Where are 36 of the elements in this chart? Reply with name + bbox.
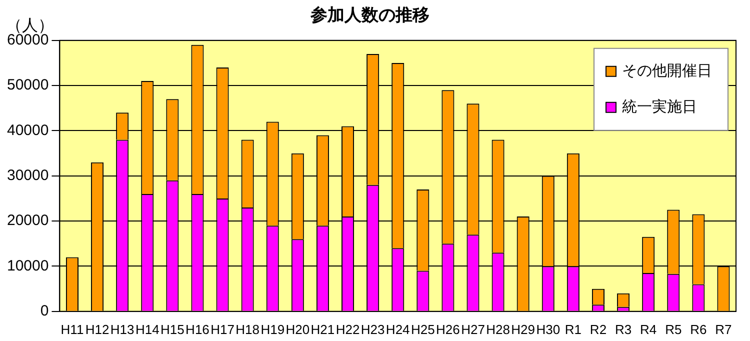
x-tick-label: H29: [511, 322, 536, 337]
x-tick-label: H13: [110, 322, 134, 337]
x-tick-label: H12: [85, 322, 110, 337]
x-tick-label: H19: [260, 322, 285, 337]
y-tick-label: 30000: [6, 167, 49, 184]
x-tick-label: R3: [614, 322, 632, 337]
x-tick-label: H27: [461, 322, 485, 337]
x-tick-label: H23: [360, 322, 385, 337]
chart-title: 参加人数の推移: [310, 6, 430, 26]
x-tick-label: H14: [135, 322, 160, 337]
y-tick-label: 20000: [6, 212, 49, 230]
x-tick-label: H28: [486, 322, 510, 337]
y-tick-label: 40000: [6, 122, 49, 139]
x-tick-label: H21: [310, 322, 335, 337]
x-tick-label: R4: [640, 322, 657, 337]
x-tick-label: H17: [210, 322, 234, 337]
x-tick-label: H18: [236, 322, 260, 337]
x-tick-label: R1: [564, 322, 582, 337]
x-tick-label: H24: [386, 322, 410, 337]
y-tick-label: 0: [40, 302, 49, 320]
x-tick-label: H15: [160, 322, 184, 337]
x-tick-label: H11: [60, 322, 84, 337]
x-tick-label: H30: [536, 322, 560, 337]
x-tick-label: H20: [286, 322, 310, 337]
x-tick-label: H22: [336, 322, 360, 337]
legend-label: その他開催日: [622, 61, 712, 80]
x-tick-label: R5: [665, 322, 682, 337]
y-tick-label: 50000: [6, 76, 49, 94]
x-tick-label: R6: [690, 322, 707, 337]
x-tick-label: H26: [436, 322, 460, 337]
x-tick-label: H25: [410, 322, 435, 337]
legend-label: 統一実施日: [622, 97, 697, 116]
x-tick-label: R7: [715, 322, 732, 337]
x-tick-label: R2: [590, 322, 607, 337]
x-tick-label: H16: [186, 322, 210, 337]
y-tick-label: 10000: [6, 257, 49, 274]
